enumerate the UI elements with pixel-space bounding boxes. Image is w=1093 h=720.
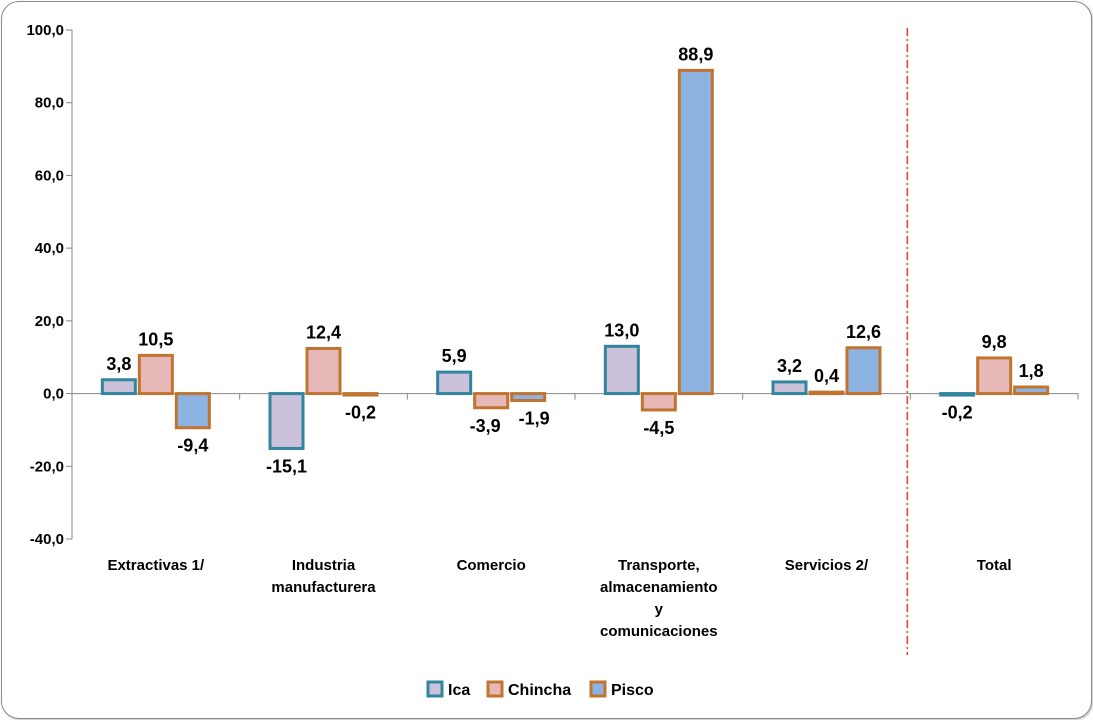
y-tick-label: -40,0: [30, 531, 64, 548]
data-label: 13,0: [604, 320, 639, 340]
data-label: 88,9: [678, 44, 713, 64]
data-label: 3,2: [777, 356, 802, 376]
x-tick-label: Transporte,: [618, 557, 700, 574]
data-label: 3,8: [106, 354, 131, 374]
data-label: -0,2: [345, 402, 376, 422]
data-label: -4,5: [643, 418, 674, 438]
bar-chincha-3: [473, 392, 510, 410]
legend-label-chincha: Chincha: [508, 682, 571, 699]
y-tick-label: 0,0: [43, 386, 64, 403]
bar-pisco-5: [845, 346, 882, 396]
bar-ica-1: [100, 378, 137, 396]
data-label: -9,4: [177, 436, 208, 456]
bar-pisco-6: [1013, 385, 1050, 396]
x-tick-label: y: [655, 601, 664, 618]
bar-chincha-5: [808, 390, 845, 396]
legend-label-ica: Ica: [448, 682, 470, 699]
bar-pisco-4: [677, 68, 714, 396]
data-label: -1,9: [519, 408, 550, 428]
x-tick-label: Comercio: [457, 557, 526, 574]
data-label: 5,9: [442, 346, 467, 366]
x-tick-label: Extractivas 1/: [107, 557, 205, 574]
bar-chincha-2: [305, 346, 342, 396]
data-label: 9,8: [982, 332, 1007, 352]
x-tick-label: Servicios 2/: [785, 557, 869, 574]
bar-ica-3: [436, 370, 473, 396]
bar-chincha-4: [640, 392, 677, 412]
y-tick-label: 100,0: [26, 22, 64, 39]
x-tick-label: Total: [977, 557, 1012, 574]
y-tick-label: -20,0: [30, 458, 64, 475]
legend-swatch-chincha: [486, 680, 504, 698]
data-label: -15,1: [266, 456, 307, 476]
legend-swatch-pisco: [589, 680, 607, 698]
legend-label-pisco: Pisco: [611, 682, 654, 699]
bar-pisco-1: [174, 392, 211, 430]
bar-ica-6: [939, 392, 976, 397]
y-tick-label: 60,0: [35, 167, 64, 184]
data-label: 10,5: [138, 329, 173, 349]
bar-pisco-2: [342, 392, 379, 397]
data-label: 0,4: [814, 366, 839, 386]
bar-ica-5: [771, 380, 808, 396]
data-label: 1,8: [1019, 361, 1044, 381]
y-tick-label: 20,0: [35, 313, 64, 330]
bar-chincha-1: [137, 353, 174, 396]
bar-pisco-3: [510, 392, 547, 402]
bar-ica-2: [268, 392, 305, 450]
x-tick-label: manufacturera: [271, 579, 376, 596]
x-tick-label: almacenamiento: [600, 579, 718, 596]
legend-swatch-ica: [426, 680, 444, 698]
y-tick-label: 40,0: [35, 240, 64, 257]
data-label: -0,2: [942, 402, 973, 422]
y-tick-label: 80,0: [35, 95, 64, 112]
bar-chincha-6: [976, 356, 1013, 396]
x-tick-label: comunicaciones: [600, 623, 718, 640]
x-tick-label: Industria: [292, 557, 356, 574]
data-label: 12,4: [306, 322, 341, 342]
bar-ica-4: [603, 344, 640, 396]
data-label: -3,9: [470, 416, 501, 436]
data-label: 12,6: [846, 322, 881, 342]
